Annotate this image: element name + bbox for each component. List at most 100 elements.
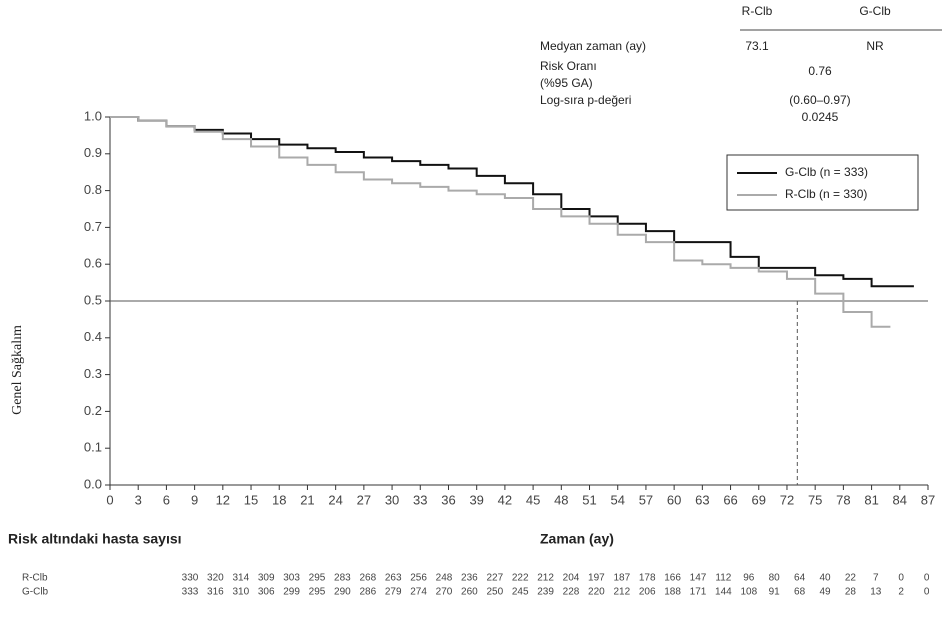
risk-count: 0 xyxy=(924,587,930,598)
stats-header: R-Clb xyxy=(742,4,773,18)
stats-value: 0.0245 xyxy=(802,110,839,124)
x-tick-label: 15 xyxy=(244,492,258,507)
risk-count: 112 xyxy=(715,573,731,584)
risk-count: 187 xyxy=(613,573,630,584)
x-tick-label: 75 xyxy=(808,492,822,507)
x-tick-label: 81 xyxy=(864,492,878,507)
risk-count: 7 xyxy=(873,573,879,584)
legend-box xyxy=(726,154,919,211)
stats-label: (%95 GA) xyxy=(540,76,593,90)
risk-count: 228 xyxy=(563,587,580,598)
y-tick-label: 0.4 xyxy=(84,329,102,344)
risk-count: 13 xyxy=(870,587,882,598)
risk-count: 256 xyxy=(410,573,427,584)
y-tick-label: 0.2 xyxy=(84,403,102,418)
risk-count: 206 xyxy=(639,587,656,598)
risk-count: 22 xyxy=(845,573,857,584)
x-tick-label: 33 xyxy=(413,492,427,507)
legend-label: G-Clb (n = 333) xyxy=(785,165,868,179)
risk-count: 330 xyxy=(182,573,199,584)
y-tick-label: 0.5 xyxy=(84,292,102,307)
risk-count: 248 xyxy=(436,573,453,584)
risk-count: 299 xyxy=(283,587,300,598)
x-tick-label: 69 xyxy=(752,492,766,507)
risk-count: 171 xyxy=(690,587,707,598)
risk-count: 245 xyxy=(512,587,529,598)
x-tick-label: 27 xyxy=(357,492,371,507)
risk-count: 286 xyxy=(359,587,376,598)
risk-row-label: R-Clb xyxy=(22,573,48,584)
stats-value: 73.1 xyxy=(745,39,769,53)
risk-count: 2 xyxy=(898,587,904,598)
stats-label: Risk Oranı xyxy=(540,59,597,73)
y-tick-label: 0.7 xyxy=(84,219,102,234)
risk-count: 28 xyxy=(845,587,857,598)
x-tick-label: 78 xyxy=(836,492,850,507)
risk-count: 333 xyxy=(182,587,199,598)
stats-label: Log-sıra p-değeri xyxy=(540,93,631,107)
risk-count: 295 xyxy=(309,573,326,584)
x-tick-label: 84 xyxy=(893,492,907,507)
survival-curve xyxy=(110,116,891,328)
risk-count: 40 xyxy=(819,573,831,584)
risk-count: 188 xyxy=(664,587,681,598)
risk-count: 204 xyxy=(563,573,580,584)
stats-value: 0.76 xyxy=(808,64,832,78)
y-tick-label: 0.1 xyxy=(84,440,102,455)
risk-count: 212 xyxy=(613,587,630,598)
x-tick-label: 0 xyxy=(106,492,113,507)
risk-count: 96 xyxy=(743,573,755,584)
y-axis-label: Genel Sağkalım xyxy=(10,325,25,415)
x-tick-label: 39 xyxy=(469,492,483,507)
risk-count: 49 xyxy=(819,587,831,598)
x-tick-label: 24 xyxy=(328,492,342,507)
risk-count: 316 xyxy=(207,587,224,598)
stats-header: G-Clb xyxy=(859,4,891,18)
risk-count: 314 xyxy=(232,573,249,584)
risk-count: 306 xyxy=(258,587,275,598)
x-tick-label: 3 xyxy=(135,492,142,507)
risk-count: 166 xyxy=(664,573,681,584)
stats-value: NR xyxy=(866,39,884,53)
risk-count: 108 xyxy=(740,587,757,598)
risk-count: 274 xyxy=(410,587,427,598)
x-tick-label: 36 xyxy=(441,492,455,507)
x-tick-label: 72 xyxy=(780,492,794,507)
risk-count: 310 xyxy=(232,587,249,598)
risk-count: 283 xyxy=(334,573,351,584)
risk-count: 220 xyxy=(588,587,605,598)
risk-count: 295 xyxy=(309,587,326,598)
x-tick-label: 9 xyxy=(191,492,198,507)
x-tick-label: 54 xyxy=(610,492,624,507)
risk-count: 147 xyxy=(690,573,707,584)
risk-count: 222 xyxy=(512,573,529,584)
risk-count: 279 xyxy=(385,587,402,598)
y-tick-label: 0.8 xyxy=(84,182,102,197)
risk-count: 64 xyxy=(794,573,806,584)
stats-label: Medyan zaman (ay) xyxy=(540,39,646,53)
x-tick-label: 42 xyxy=(498,492,512,507)
x-tick-label: 87 xyxy=(921,492,935,507)
x-tick-label: 51 xyxy=(582,492,596,507)
stats-value: (0.60–0.97) xyxy=(789,93,850,107)
risk-count: 268 xyxy=(359,573,376,584)
x-tick-label: 12 xyxy=(216,492,230,507)
risk-count: 197 xyxy=(588,573,605,584)
risk-count: 80 xyxy=(769,573,781,584)
risk-count: 260 xyxy=(461,587,478,598)
x-axis-label: Zaman (ay) xyxy=(540,531,614,547)
y-tick-label: 0.3 xyxy=(84,366,102,381)
x-tick-label: 66 xyxy=(723,492,737,507)
legend-label: R-Clb (n = 330) xyxy=(785,187,867,201)
y-tick-label: 0.0 xyxy=(84,476,102,491)
risk-count: 263 xyxy=(385,573,402,584)
x-tick-label: 6 xyxy=(163,492,170,507)
x-tick-label: 60 xyxy=(667,492,681,507)
risk-count: 0 xyxy=(924,573,930,584)
y-tick-label: 1.0 xyxy=(84,108,102,123)
risk-count: 239 xyxy=(537,587,554,598)
risk-count: 309 xyxy=(258,573,275,584)
risk-count: 68 xyxy=(794,587,806,598)
x-tick-label: 21 xyxy=(300,492,314,507)
risk-count: 178 xyxy=(639,573,656,584)
